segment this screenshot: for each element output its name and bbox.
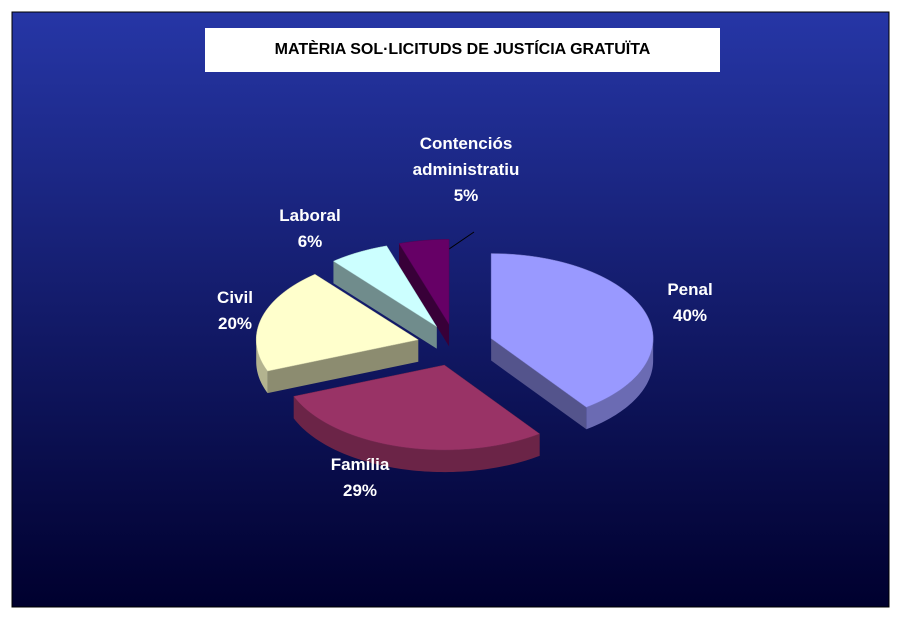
- value-label: 5%: [453, 186, 479, 205]
- slice-wall: [267, 339, 419, 394]
- slice-side: [293, 396, 540, 473]
- slice-wall: [491, 338, 587, 430]
- slice-side: [586, 338, 654, 430]
- slice-wall: [333, 261, 437, 349]
- chart-title: MATÈRIA SOL·LICITUDS DE JUSTÍCIA GRATUÏT…: [205, 28, 720, 72]
- value-label: 20%: [217, 314, 253, 333]
- slice-wall: [398, 243, 450, 347]
- slice-label: Contenciós administratiu 5%: [391, 131, 541, 209]
- slice: [332, 245, 437, 327]
- category-label: Civil: [217, 288, 253, 307]
- category-label: Penal: [667, 280, 713, 299]
- slice-side: [256, 339, 268, 394]
- slice-label: Família 29%: [285, 452, 435, 504]
- slice-label: Penal 40%: [615, 277, 765, 329]
- background: [11, 11, 890, 608]
- category-label: Família: [330, 455, 390, 474]
- slice: [398, 239, 450, 326]
- slice-tops: [255, 239, 654, 451]
- category-label: Laboral: [279, 206, 341, 225]
- slice: [255, 274, 419, 372]
- slice: [293, 364, 541, 451]
- category-label: Contenciós administratiu: [412, 134, 520, 179]
- value-label: 6%: [297, 232, 323, 251]
- value-label: 29%: [342, 481, 378, 500]
- value-label: 40%: [672, 306, 708, 325]
- slice: [490, 253, 654, 408]
- slice-label: Civil 20%: [160, 285, 310, 337]
- slice-label: Laboral 6%: [235, 203, 385, 255]
